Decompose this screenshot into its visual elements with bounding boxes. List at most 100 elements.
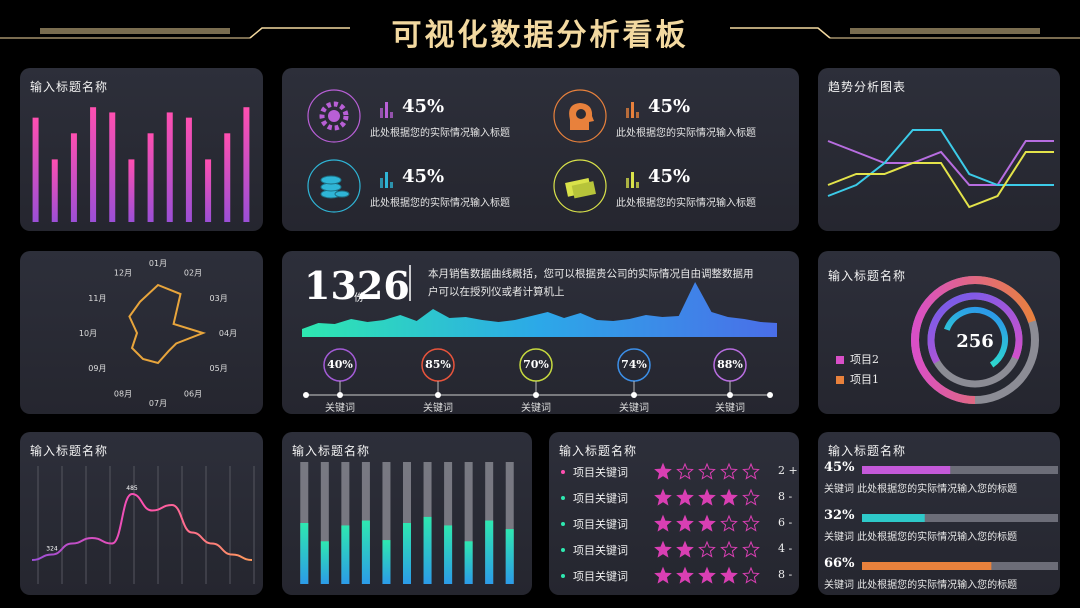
timeline-dot — [435, 392, 441, 398]
radar-axis-label: 08月 — [114, 390, 132, 399]
column-bar — [403, 523, 411, 584]
column-bar — [505, 529, 514, 584]
sales-area-chart — [302, 282, 777, 337]
rating-star — [720, 462, 738, 480]
metric-ring — [307, 159, 361, 213]
rating-star — [698, 566, 716, 584]
keyword-percent: 88% — [717, 358, 743, 371]
progress-panel: 输入标题名称 45% 关键词 此处根据您的实际情况输入您的标题 32% 关键词 此处根… — [818, 432, 1060, 595]
progress-track — [862, 514, 1058, 522]
sales-summary: 本月销售数据曲线概括，您可以根据贵公司的实际情况自由调整数据用户可以在授列仪或者… — [428, 268, 754, 298]
divider — [409, 265, 411, 301]
ratings-panel: 输入标题名称 项目关键词 2 + 项目关键词 8 - 项目关键词 6 - 项目关键词 4 - 项… — [549, 432, 799, 595]
mini-bar — [390, 112, 393, 118]
rating-label: 项目关键词 — [573, 570, 628, 583]
metric-description: 此处根据您的实际情况输入标题 — [616, 198, 756, 209]
rating-star — [720, 540, 738, 558]
legend-label: 项目1 — [850, 373, 879, 386]
rating-star — [654, 488, 672, 506]
bar — [147, 133, 154, 222]
bar-chart — [32, 107, 250, 222]
rating-star — [720, 566, 738, 584]
mini-bar — [390, 182, 393, 188]
bar — [185, 117, 192, 222]
legend-swatch — [836, 376, 844, 384]
radar-polygon — [128, 283, 207, 365]
metric-description: 此处根据您的实际情况输入标题 — [370, 128, 510, 139]
progress-bars — [862, 466, 1058, 570]
panel-title: 输入标题名称 — [828, 444, 907, 458]
bar — [32, 117, 39, 222]
metric-percent: 45% — [648, 166, 691, 187]
mini-bar — [636, 182, 639, 188]
progress-description: 关键词 此处根据您的实际情况输入您的标题 — [824, 580, 1018, 591]
radar-axis-label: 03月 — [210, 294, 228, 303]
rating-star — [698, 488, 716, 506]
metric-ring — [307, 89, 361, 143]
radar-axis-label: 02月 — [184, 268, 202, 277]
rating-star — [698, 540, 716, 558]
progress-fill — [862, 514, 925, 522]
keyword-percent: 70% — [523, 358, 549, 371]
keyword-percent: 40% — [327, 358, 353, 371]
timeline-dot — [631, 392, 637, 398]
rating-star — [654, 540, 672, 558]
mini-bar — [626, 178, 629, 188]
donut-ring-orange — [911, 276, 1039, 404]
column-track — [464, 462, 473, 584]
progress-fill — [862, 562, 992, 570]
row-bullet — [561, 548, 565, 552]
radar-panel: 01月 02月 03月 04月 05月 06月 07月 08月 09月 10月 11月 12月 — [20, 251, 263, 414]
rating-star — [698, 462, 716, 480]
rating-value: 4 - — [778, 542, 793, 555]
trend-series-line — [827, 129, 1054, 197]
column-bar — [485, 520, 494, 584]
timeline-dot — [767, 392, 773, 398]
bar-chart-panel: 输入标题名称 — [20, 68, 263, 231]
rating-label: 项目关键词 — [573, 518, 628, 531]
sales-unit: 份 — [354, 293, 364, 304]
radar-axis-label: 10月 — [79, 329, 97, 338]
mini-bar — [380, 108, 383, 118]
legend-label: 项目2 — [850, 353, 879, 366]
header-decoration — [0, 27, 1080, 39]
radar-axis-label: 06月 — [184, 390, 202, 399]
bar — [51, 159, 58, 222]
rating-label: 项目关键词 — [573, 492, 628, 505]
panel-title: 输入标题名称 — [292, 444, 371, 458]
progress-fill — [862, 466, 951, 474]
row-bullet — [561, 574, 565, 578]
metric-ring — [553, 159, 607, 213]
trend-series-line — [827, 151, 1054, 209]
metrics-panel: 45% 此处根据您的实际情况输入标题 45% 此处根据您的实际情况输入标题 45% 此处根… — [282, 68, 799, 231]
metric-description: 此处根据您的实际情况输入标题 — [616, 128, 756, 139]
rating-star — [742, 566, 760, 584]
mini-bar — [385, 172, 388, 188]
row-bullet — [561, 496, 565, 500]
timeline-dot — [337, 392, 343, 398]
rating-value: 6 - — [778, 516, 793, 529]
legend-item: 项目2 — [836, 351, 879, 367]
bar — [166, 112, 173, 222]
spline-line — [31, 492, 253, 561]
timeline-dot — [303, 392, 309, 398]
bar — [109, 112, 116, 222]
progress-percent: 66% — [824, 556, 855, 571]
spline-marker: 324 — [46, 546, 58, 553]
mini-bar — [636, 112, 639, 118]
column-bar — [300, 523, 309, 584]
progress-percent: 45% — [824, 460, 855, 475]
column-track — [341, 462, 350, 584]
panel-title: 输入标题名称 — [30, 80, 109, 94]
radar-axis-label: 05月 — [210, 364, 228, 373]
gear-icon — [319, 101, 349, 131]
rating-star — [676, 488, 694, 506]
row-bullet — [561, 522, 565, 526]
rating-star — [720, 488, 738, 506]
keyword-label: 关键词 — [619, 403, 649, 414]
rating-star — [654, 462, 672, 480]
column-bar — [464, 541, 473, 584]
donut-chart — [911, 276, 1039, 404]
mini-bar — [380, 178, 383, 188]
trend-line-chart — [827, 129, 1054, 209]
